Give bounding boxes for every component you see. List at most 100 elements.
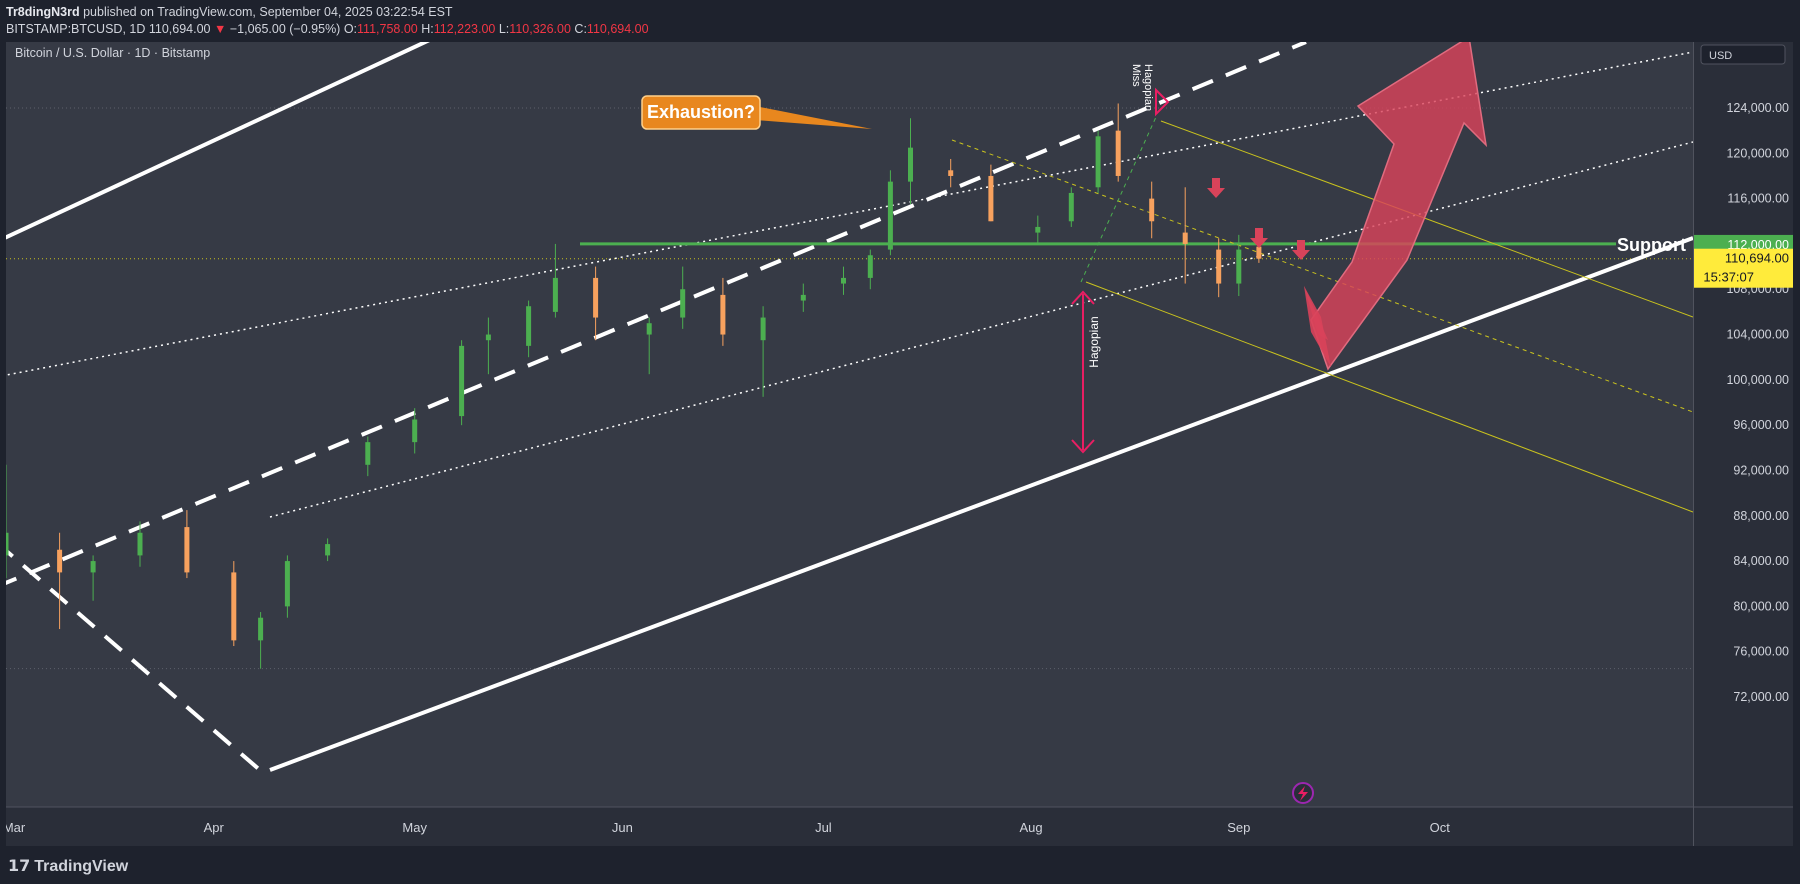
candle-body[interactable] <box>365 442 371 465</box>
candle-body[interactable] <box>948 170 954 176</box>
candle-body[interactable] <box>800 294 806 301</box>
time-tick-label: Sep <box>1227 820 1250 835</box>
price-tick-label: 88,000.00 <box>1733 509 1789 523</box>
projection-arrow[interactable] <box>1304 42 1488 371</box>
red-down-arrow-icon <box>1250 228 1268 248</box>
last-price-tag-value: 110,694.00 <box>1725 251 1789 266</box>
hagopian-miss-label: Hagopian <box>1142 64 1154 111</box>
low-label: L: <box>498 22 510 36</box>
bar-countdown-label: 15:37:07 <box>1703 270 1754 285</box>
footer-bar: 17 TradingView <box>0 846 1800 884</box>
candle-body[interactable] <box>284 561 290 607</box>
publish-info: Tr8dingN3rd published on TradingView.com… <box>6 5 453 19</box>
candle-body[interactable] <box>57 549 63 573</box>
open-label: O: <box>343 22 358 36</box>
candle-body[interactable] <box>325 544 331 556</box>
candle-body[interactable] <box>867 255 873 278</box>
hagopian-miss-label: Miss <box>1130 64 1142 87</box>
close-value: 110,694.00 <box>586 22 649 36</box>
candle-body[interactable] <box>526 306 532 346</box>
candle-body[interactable] <box>485 334 491 341</box>
chart-frame[interactable]: Exhaustion? Support Hagopian Hagopian Miss 7… <box>6 42 1793 846</box>
candle-body[interactable] <box>137 532 143 556</box>
candle-body[interactable] <box>6 532 9 556</box>
time-axis[interactable]: Mar Apr May Jun Jul Aug Sep Oct <box>6 820 1450 835</box>
price-tick-label: 84,000.00 <box>1733 554 1789 568</box>
candle-body[interactable] <box>841 277 846 284</box>
hagopian-arrow-down-icon <box>1071 439 1095 454</box>
candle-body[interactable] <box>1149 198 1155 222</box>
price-axis-background[interactable] <box>1694 42 1793 807</box>
candle-body[interactable] <box>412 419 418 443</box>
candle-body[interactable] <box>1256 246 1262 259</box>
pitchfork-handle-dashed-line[interactable] <box>1080 116 1157 283</box>
price-tick-label: 72,000.00 <box>1733 690 1789 704</box>
last-price-tag <box>1694 248 1793 288</box>
tradingview-logo-icon: 17 <box>8 856 31 875</box>
projection-down-arrow <box>1304 286 1331 367</box>
price-tick-label: 96,000.00 <box>1733 418 1789 432</box>
red-down-arrow-icon <box>1292 240 1310 260</box>
pitchfork-lower-line[interactable] <box>1085 281 1693 513</box>
candle-body[interactable] <box>1115 130 1121 176</box>
candle-body[interactable] <box>1182 232 1188 244</box>
candlestick-series[interactable] <box>6 103 1262 669</box>
candle-body[interactable] <box>1236 249 1242 284</box>
candle-body[interactable] <box>1068 192 1074 222</box>
publish-date: published on TradingView.com, September … <box>83 5 453 19</box>
candle-body[interactable] <box>908 147 913 182</box>
falling-dashed-line[interactable] <box>6 542 263 773</box>
pitchfork-median-dashed-line[interactable] <box>951 139 1693 413</box>
author-name[interactable]: Tr8dingN3rd <box>6 5 80 19</box>
candle-body[interactable] <box>90 561 96 573</box>
candle-body[interactable] <box>988 175 994 222</box>
lower-channel-trendline[interactable] <box>269 236 1693 772</box>
candle-body[interactable] <box>1216 249 1222 284</box>
candle-body[interactable] <box>887 181 893 250</box>
candle-body[interactable] <box>720 294 726 335</box>
last-price: 110,694.00 <box>148 22 211 36</box>
candle-body[interactable] <box>593 277 599 318</box>
price-tick-label: 120,000.00 <box>1726 146 1789 160</box>
channel-median-dashed-line[interactable] <box>6 42 1307 587</box>
price-tick-label: 100,000.00 <box>1726 373 1789 387</box>
price-tick-label: 80,000.00 <box>1733 599 1789 613</box>
hagopian-measure[interactable]: Hagopian <box>1071 290 1101 454</box>
candle-body[interactable] <box>258 617 264 641</box>
candle-body[interactable] <box>1035 226 1041 233</box>
time-axis-background[interactable] <box>6 807 1793 846</box>
brand-name: TradingView <box>34 858 129 875</box>
candle-body[interactable] <box>231 572 237 641</box>
candle-body[interactable] <box>760 317 766 341</box>
candle-body[interactable] <box>184 527 190 573</box>
time-tick-label: Apr <box>204 820 225 835</box>
pitchfork-upper-line[interactable] <box>1160 120 1693 318</box>
events-badge[interactable] <box>1292 782 1314 804</box>
price-tick-label: 116,000.00 <box>1727 192 1789 206</box>
high-label: H: <box>421 22 434 36</box>
price-tick-label: 92,000.00 <box>1733 463 1789 477</box>
hagopian-miss-triangle-icon <box>1155 87 1170 117</box>
tradingview-logo[interactable]: 17 TradingView <box>8 856 128 876</box>
candle-body[interactable] <box>552 277 558 312</box>
candle-body[interactable] <box>646 323 652 335</box>
candle-body[interactable] <box>1095 136 1101 188</box>
candle-body[interactable] <box>459 345 465 417</box>
currency-button[interactable]: USD <box>1700 44 1786 65</box>
time-tick-label: Jun <box>612 820 633 835</box>
upper-channel-line[interactable] <box>6 42 436 242</box>
support-label: Support <box>1617 235 1686 255</box>
symbol-label[interactable]: BITSTAMP:BTCUSD, 1D <box>6 22 146 36</box>
time-tick-label: Jul <box>815 820 832 835</box>
price-tick-label: 76,000.00 <box>1733 645 1789 659</box>
trend-drawings[interactable] <box>6 42 1693 773</box>
ohlc-legend: BITSTAMP:BTCUSD, 1D 110,694.00 ▼ −1,065.… <box>6 22 649 36</box>
candle-body[interactable] <box>680 289 686 318</box>
exhaustion-callout[interactable]: Exhaustion? <box>641 95 872 130</box>
hagopian-label: Hagopian <box>1087 316 1101 367</box>
hagopian-arrow-up-icon <box>1071 290 1095 305</box>
